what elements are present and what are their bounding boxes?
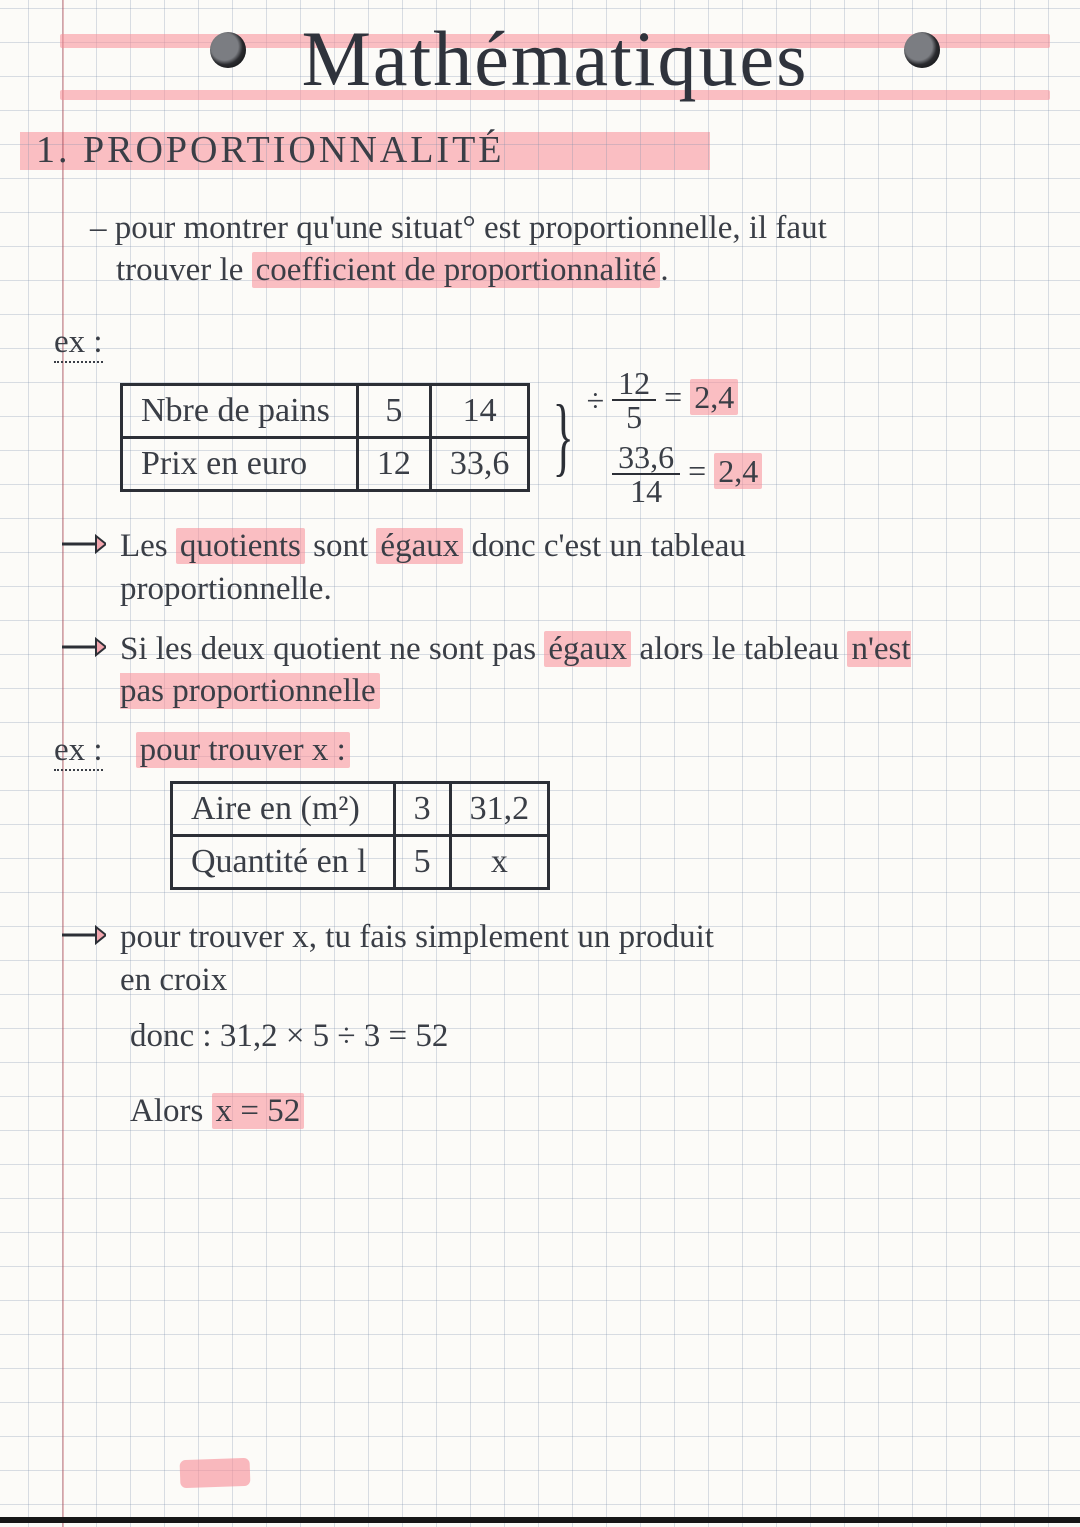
- table-row: Prix en euro 12 33,6: [122, 437, 529, 490]
- divide-operator: ÷: [587, 380, 605, 422]
- fraction-denominator: 5: [612, 401, 656, 433]
- table-cell: 33,6: [430, 437, 529, 490]
- intro-paragraph: pour montrer qu'une situat° est proporti…: [90, 207, 930, 291]
- table-cell: 14: [430, 384, 529, 437]
- calc-result: 2,4: [690, 379, 738, 415]
- page-title: Mathématiques: [302, 15, 809, 102]
- text: Les: [120, 528, 176, 564]
- text: Alors: [130, 1093, 212, 1129]
- fraction-denominator: 14: [612, 475, 680, 507]
- fraction: 33,6 14: [612, 441, 680, 507]
- table-cell: 31,2: [450, 783, 549, 836]
- arrow-right-icon: [60, 922, 106, 948]
- fraction-numerator: 33,6: [612, 441, 680, 475]
- table-row: Nbre de pains 5 14: [122, 384, 529, 437]
- punch-hole-icon: [210, 32, 246, 68]
- text: alors le tableau: [631, 631, 847, 667]
- example-label-text: ex :: [54, 324, 103, 363]
- table1-block: Nbre de pains 5 14 Prix en euro 12 33,6 …: [60, 367, 1050, 507]
- arrow-right-icon: [60, 634, 106, 660]
- calc-column: ÷ 12 5 = 2,4 ÷ 33,6 14 = 2,4: [587, 367, 763, 507]
- table-cell-label: Aire en (m²): [172, 783, 395, 836]
- equals: =: [664, 379, 690, 415]
- fraction-numerator: 12: [612, 367, 656, 401]
- table-cell: 5: [357, 384, 430, 437]
- table-row: Aire en (m²) 3 31,2: [172, 783, 549, 836]
- table-cell: 5: [394, 836, 450, 889]
- highlighter-smudge: [180, 1458, 251, 1488]
- text: sont: [305, 528, 377, 564]
- punch-hole-icon: [904, 32, 940, 68]
- text-highlight: quotients: [176, 528, 305, 564]
- conclusion-text: Les quotients sont égaux donc c'est un t…: [120, 525, 900, 609]
- table-cell-label: Nbre de pains: [122, 384, 358, 437]
- conclusion-text: pour trouver x, tu fais simplement un pr…: [120, 916, 750, 1000]
- alors-line: Alors x = 52: [130, 1090, 1050, 1132]
- section-heading-text: 1. PROPORTIONNALITÉ: [36, 129, 505, 171]
- table-cell-label: Prix en euro: [122, 437, 358, 490]
- table-cell: 12: [357, 437, 430, 490]
- page-bottom-border: [0, 1517, 1080, 1523]
- table-proportionality-bread: Nbre de pains 5 14 Prix en euro 12 33,6: [120, 383, 530, 492]
- table-cell: 3: [394, 783, 450, 836]
- arrow-right-icon: [60, 531, 106, 557]
- text-highlight: égaux: [376, 528, 463, 564]
- table-cell-label: Quantité en l: [172, 836, 395, 889]
- conclusion-text: Si les deux quotient ne sont pas égaux a…: [120, 628, 930, 712]
- example-label-text: ex :: [54, 732, 103, 771]
- section-heading: 1. PROPORTIONNALITÉ: [30, 126, 1050, 174]
- donc-line: donc : 31,2 × 5 ÷ 3 = 52: [130, 1015, 1050, 1057]
- table-row: Quantité en l 5 x: [172, 836, 549, 889]
- table-area-quantity: Aire en (m²) 3 31,2 Quantité en l 5 x: [170, 781, 550, 890]
- example-label: ex :: [54, 324, 1050, 361]
- calc-result: 2,4: [714, 453, 762, 489]
- table-cell: x: [450, 836, 549, 889]
- example-label: ex : pour trouver x :: [54, 732, 1050, 769]
- conclusion-block: Si les deux quotient ne sont pas égaux a…: [60, 628, 1050, 712]
- text-highlight: x = 52: [212, 1093, 305, 1129]
- text: Si les deux quotient ne sont pas: [120, 631, 544, 667]
- example-caption: pour trouver x :: [136, 732, 350, 768]
- conclusion-block: pour trouver x, tu fais simplement un pr…: [60, 916, 1050, 1000]
- intro-text-suffix: .: [660, 252, 668, 288]
- fraction: 12 5: [612, 367, 656, 433]
- brace-icon: }: [553, 402, 574, 472]
- title-block: Mathématiques: [60, 14, 1050, 104]
- text-highlight: égaux: [544, 631, 631, 667]
- equals: =: [688, 453, 714, 489]
- conclusion-block: Les quotients sont égaux donc c'est un t…: [60, 525, 1050, 609]
- intro-text-highlight: coefficient de proportionnalité: [252, 252, 661, 288]
- notebook-page: Mathématiques 1. PROPORTIONNALITÉ pour m…: [0, 0, 1080, 1527]
